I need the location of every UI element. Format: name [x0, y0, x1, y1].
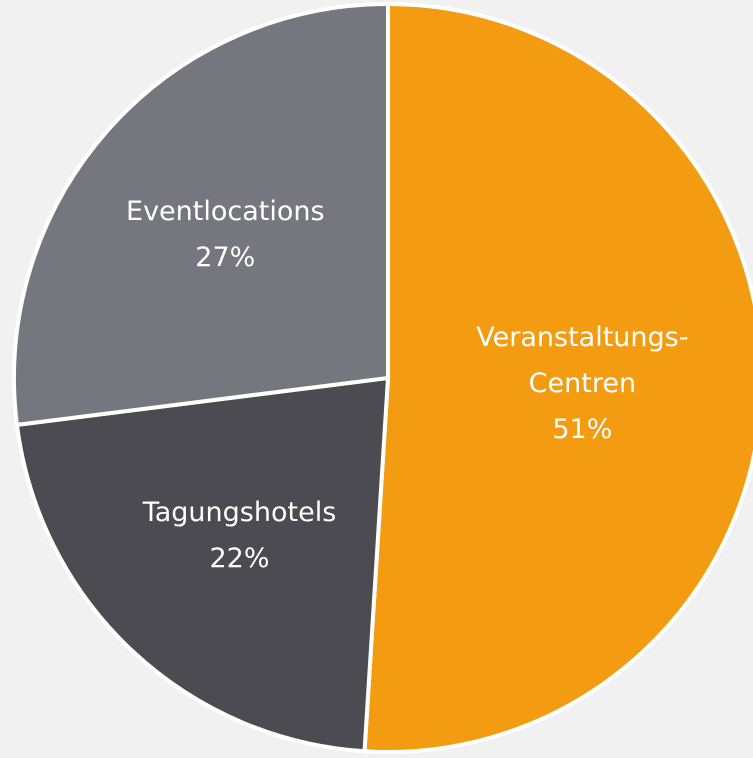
category-label: Tagungshotels: [142, 497, 337, 529]
value-label: 51%: [552, 414, 613, 446]
slice-label: Eventlocations 27%: [126, 189, 325, 281]
slice-label: Tagungshotels 22%: [143, 490, 337, 582]
value-label: 22%: [209, 543, 270, 575]
pie-slice: [12, 1, 390, 428]
category-label: Eventlocations: [126, 195, 325, 227]
slice-label: Veranstaltungs- Centren 51%: [476, 315, 688, 453]
pie-slice: [362, 1, 753, 754]
pie-slice: [14, 375, 391, 754]
category-label: Veranstaltungs- Centren: [476, 322, 689, 400]
value-label: 27%: [195, 241, 256, 273]
